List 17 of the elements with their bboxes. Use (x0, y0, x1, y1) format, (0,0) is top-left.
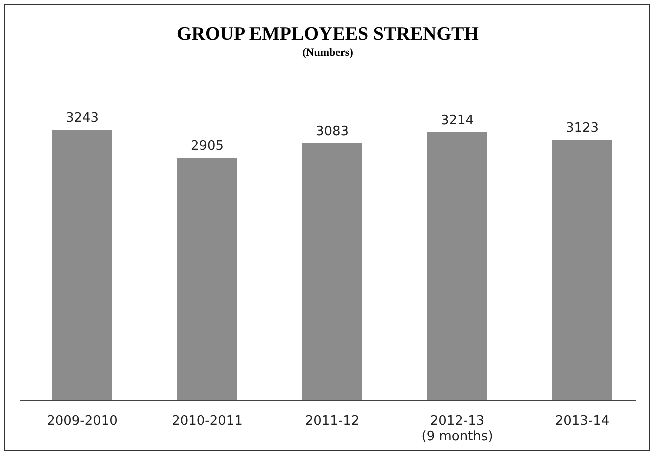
x-tick-label: 2011-12 (305, 414, 360, 429)
bar (302, 143, 362, 400)
chart-subtitle: (Numbers) (302, 47, 354, 59)
data-label: 3083 (316, 124, 350, 140)
chart-title: GROUP EMPLOYEES STRENGTH (177, 24, 480, 45)
bar (52, 130, 112, 400)
bar (178, 158, 238, 400)
x-tick-label: 2013-14 (555, 414, 610, 429)
data-label: 2905 (190, 139, 224, 154)
bar (428, 132, 488, 400)
data-label: 3243 (66, 111, 100, 126)
bar (552, 140, 612, 400)
x-tick-label: 2010-2011 (172, 414, 243, 429)
data-label: 3123 (566, 120, 600, 136)
data-label: 3214 (440, 113, 474, 128)
x-tick-label: 2012-13 (9 months) (422, 414, 494, 445)
x-tick-label: 2009-2010 (47, 414, 118, 429)
